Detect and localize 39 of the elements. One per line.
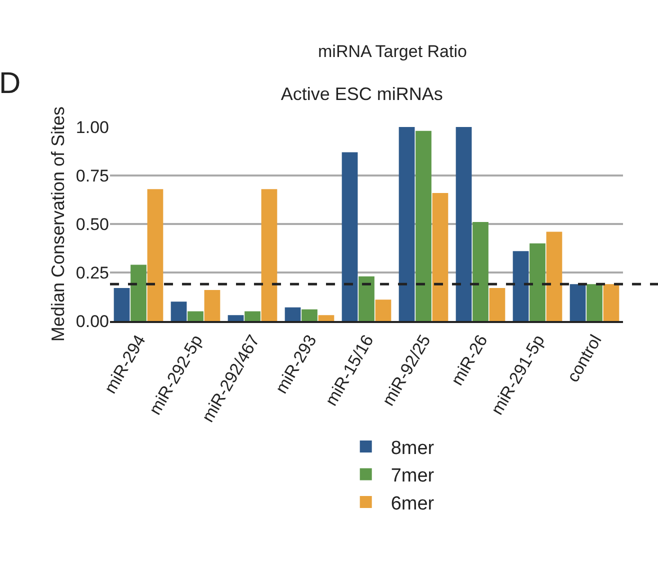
bar [456,127,472,321]
bar [204,290,220,321]
bar [603,284,620,321]
bar [114,288,130,321]
bar [586,284,602,321]
bar [244,311,260,321]
bar [512,251,529,321]
y-tick-label: 1.00 [76,118,109,137]
y-tick-label: 0.00 [76,312,109,331]
y-axis-title: Median Conservation of Sites [48,106,68,342]
bar [358,276,374,321]
bar [318,315,334,321]
bar [546,232,562,321]
legend-label: 6mer [390,493,435,514]
bar [284,307,301,321]
bar [130,264,146,321]
bar [147,189,164,321]
bar [472,222,488,321]
bar [228,315,244,321]
bar [398,127,415,321]
text: D [0,67,21,100]
chart-title: Active ESC miRNAs [280,84,443,104]
bar [261,189,278,321]
bar [170,302,187,321]
text: miRNA Target Ratio [318,42,467,61]
bar [432,192,448,321]
bar [302,309,318,321]
y-tick-label: 0.25 [76,263,109,282]
y-tick-label: 0.75 [76,166,109,186]
bar [489,288,506,321]
bar [342,152,358,321]
bar [570,284,586,321]
bar [188,311,204,321]
bar [416,130,432,321]
bar [530,243,546,321]
bar [375,300,392,321]
y-tick-label: 0.50 [76,214,109,234]
legend-label: 7mer [390,466,435,487]
legend-label: 8mer [390,438,435,459]
